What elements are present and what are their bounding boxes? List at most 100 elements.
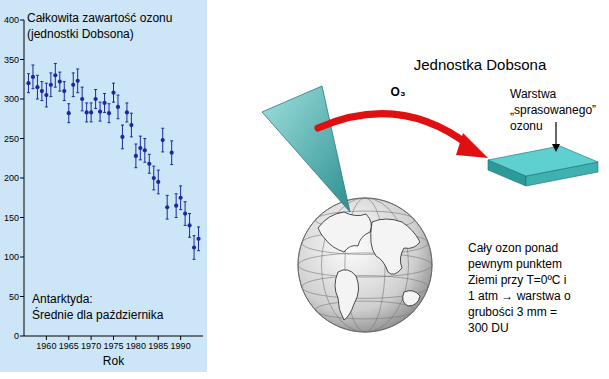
point — [98, 110, 102, 114]
error-cap — [166, 195, 169, 196]
error-bar — [116, 95, 119, 119]
error-bar — [108, 104, 111, 123]
x-tick-label: 1980 — [126, 341, 146, 351]
point — [53, 73, 57, 77]
error-cap — [90, 121, 93, 122]
point — [49, 83, 53, 87]
error-cap — [99, 102, 102, 103]
error-cap — [72, 96, 75, 97]
continent — [403, 291, 420, 306]
y-tick — [20, 336, 24, 337]
error-bar — [72, 73, 75, 97]
error-bar — [175, 194, 178, 218]
error-cap — [40, 81, 43, 82]
globe-grid — [298, 198, 432, 332]
error-bar — [170, 141, 173, 165]
slab-label: Warstwa — [510, 87, 557, 101]
error-cap — [67, 103, 70, 104]
diagram: Jednostka DobsonaO₃Warstwa„sprasowanego”… — [262, 56, 598, 335]
error-cap — [54, 87, 57, 88]
point — [196, 237, 200, 241]
point — [161, 138, 165, 142]
point — [71, 83, 75, 87]
error-cap — [85, 121, 88, 122]
point — [125, 110, 129, 114]
error-cap — [81, 87, 84, 88]
point — [120, 135, 124, 139]
error-cap — [148, 173, 151, 174]
data-marks — [26, 63, 200, 259]
caption: 1 atm → warstwa o — [468, 289, 571, 303]
error-cap — [184, 201, 187, 202]
error-cap — [27, 73, 30, 74]
point — [111, 91, 115, 95]
globe — [298, 198, 432, 332]
arrow-label: O₃ — [391, 85, 406, 99]
point — [35, 85, 39, 89]
error-cap — [175, 193, 178, 194]
y-tick — [20, 20, 24, 21]
error-cap — [58, 72, 61, 73]
error-cap — [134, 144, 137, 145]
error-cap — [130, 136, 133, 137]
error-cap — [143, 138, 146, 139]
caption: 300 DU — [468, 321, 509, 335]
continent — [371, 219, 420, 274]
y-tick-label: 400 — [4, 15, 19, 25]
error-cap — [166, 219, 169, 220]
error-bar — [161, 128, 164, 152]
point — [116, 105, 120, 109]
error-cap — [40, 100, 43, 101]
y-tick-label: 350 — [4, 55, 19, 65]
point — [179, 196, 183, 200]
error-bar — [103, 93, 106, 112]
point — [187, 223, 191, 227]
error-cap — [108, 122, 111, 123]
continents — [318, 212, 420, 320]
point — [183, 211, 187, 215]
error-cap — [134, 167, 137, 168]
y-tick-label: 100 — [4, 252, 19, 262]
annotation: Średnie dla października — [32, 307, 164, 322]
point — [174, 204, 178, 208]
error-bar — [27, 74, 30, 93]
point — [44, 93, 48, 97]
axis-title: Rok — [103, 354, 125, 368]
pointer-head — [552, 144, 560, 152]
x-tick — [135, 336, 136, 340]
error-bar — [152, 166, 155, 190]
y-tick — [20, 217, 24, 218]
error-bar — [99, 102, 102, 121]
error-bar — [85, 103, 88, 122]
error-bar — [179, 186, 182, 210]
point — [192, 245, 196, 249]
error-cap — [76, 68, 79, 69]
error-cap — [179, 209, 182, 210]
error-cap — [139, 136, 142, 137]
error-cap — [143, 162, 146, 163]
x-tick — [68, 336, 69, 340]
annotation: Antarktyda: — [32, 292, 93, 306]
caption: pewnym punktem — [468, 257, 562, 271]
error-cap — [125, 102, 128, 103]
point — [80, 97, 84, 101]
error-cap — [31, 65, 34, 66]
error-cap — [188, 213, 191, 214]
error-cap — [31, 88, 34, 89]
error-cap — [161, 128, 164, 129]
error-cap — [125, 121, 128, 122]
error-cap — [197, 250, 200, 251]
x-tick-label: 1965 — [59, 341, 79, 351]
y-tick — [20, 296, 24, 297]
subtitle: (jednostki Dobsona) — [27, 27, 134, 41]
point — [152, 176, 156, 180]
latitude — [298, 253, 432, 277]
caption: Cały ozon ponad — [468, 241, 558, 255]
error-bar — [94, 90, 97, 109]
continent — [335, 270, 359, 320]
error-cap — [184, 225, 187, 226]
error-cap — [45, 106, 48, 107]
error-cap — [49, 96, 52, 97]
error-cap — [193, 235, 196, 236]
error-cap — [63, 100, 66, 101]
